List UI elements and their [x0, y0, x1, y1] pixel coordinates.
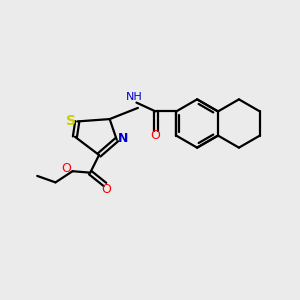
- Text: N: N: [117, 132, 128, 145]
- Text: O: O: [151, 129, 160, 142]
- Text: O: O: [101, 183, 111, 196]
- Text: NH: NH: [126, 92, 142, 102]
- Text: O: O: [62, 162, 72, 175]
- Text: S: S: [66, 114, 76, 128]
